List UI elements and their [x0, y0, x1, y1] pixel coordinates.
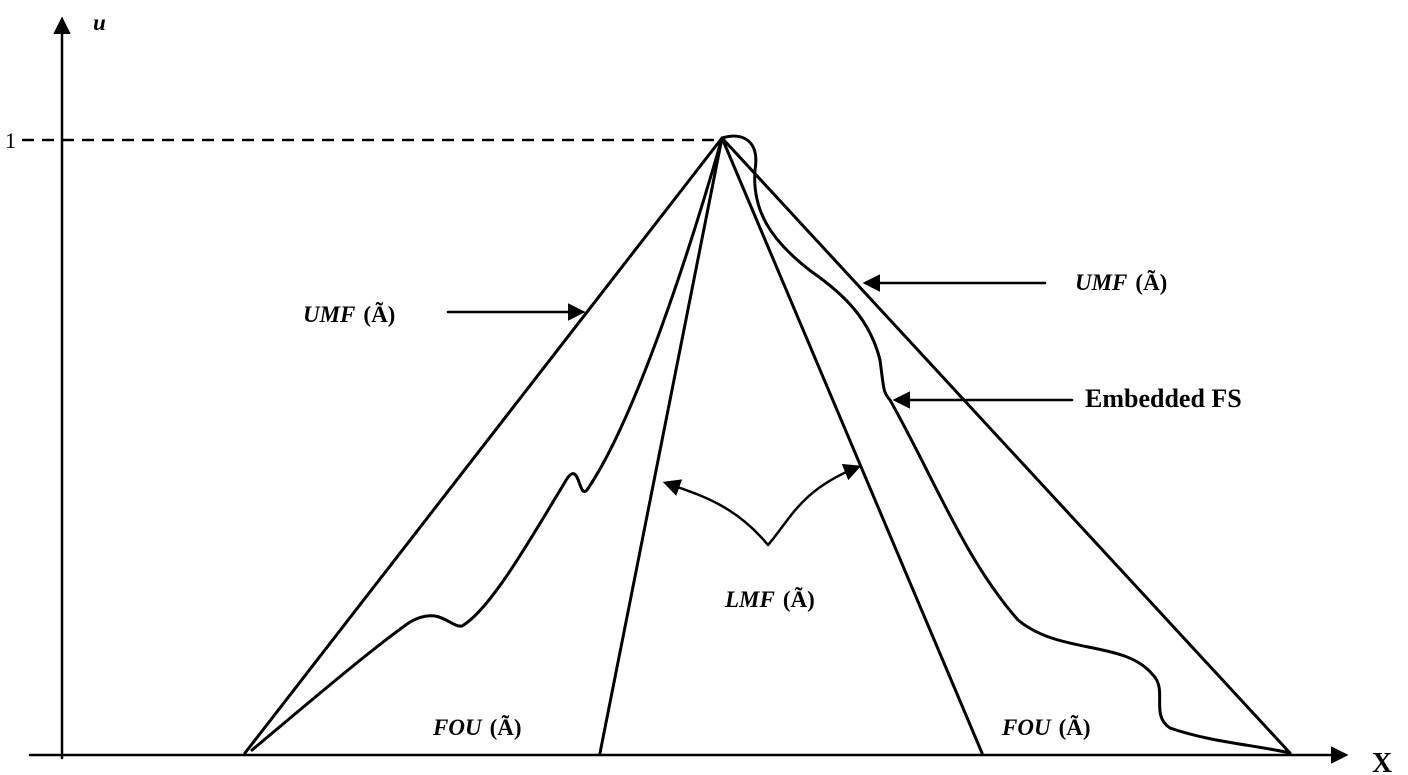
embedded-fs-label: Embedded FS [1085, 384, 1242, 413]
lmf-double-arrow [662, 464, 862, 547]
x-axis-label: X [1372, 748, 1392, 775]
umf-right-label: UMF (Ã) [1075, 270, 1167, 295]
y-tick-label: 1 [5, 128, 16, 153]
y-axis-label: u [93, 10, 106, 35]
embedded-fuzzy-set-curve [250, 134, 1292, 755]
lmf-label: LMF (Ã) [724, 587, 815, 612]
umf-left-label: UMF (Ã) [303, 302, 395, 327]
fou-right-label: FOU (Ã) [1001, 715, 1091, 740]
fou-left-label: FOU (Ã) [432, 715, 522, 740]
lower-membership-function [598, 136, 984, 755]
